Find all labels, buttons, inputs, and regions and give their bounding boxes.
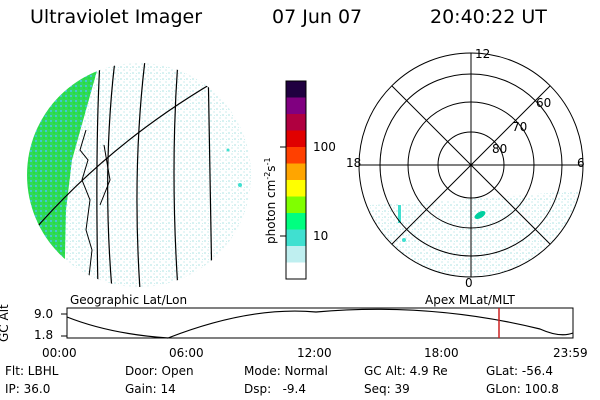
info-seq: Seq: 39 [364,382,410,396]
mlt-label-0: 0 [465,276,473,290]
colorbar-segment [286,163,306,181]
timeline-xtick-2359: 23:59 [553,346,588,360]
colorbar-tick-10: 10 [313,229,329,243]
lat-label-60: 60 [536,96,552,110]
timeline-ytick-9: 9.0 [34,307,54,321]
info-ip: IP: 36.0 [5,382,51,396]
timeline-xtick-0600: 06:00 [169,346,204,360]
header-date: 07 Jun 07 [272,6,363,28]
info-gain: Gain: 14 [125,382,176,396]
info-mode: Mode: Normal [244,364,328,378]
colorbar-segment [286,180,306,197]
info-dsp: Dsp: -9.4 [244,382,307,396]
info-flt: Flt: LBHL [5,364,59,378]
header-time: 20:40:22 UT [430,6,547,28]
colorbar-segment [286,81,306,98]
geographic-label: Geographic Lat/Lon [70,293,188,307]
colorbar-tick-100: 100 [313,140,336,154]
colorbar-segment [286,130,306,148]
timeline-xtick-0000: 00:00 [42,346,77,360]
timeline-xtick-1200: 12:00 [297,346,332,360]
lat-label-70: 70 [512,120,528,134]
colorbar-segment [286,114,306,131]
colorbar-segment [286,213,306,230]
info-gc-alt: GC Alt: 4.9 Re [364,364,448,378]
colorbar-segment [286,147,306,164]
lat-label-80: 80 [492,142,508,156]
timeline-ytick-1-8: 1.8 [34,328,54,342]
info-glat: GLat: -56.4 [486,364,553,378]
info-glon: GLon: 100.8 [486,382,559,396]
mlt-label-6: 6 [577,156,585,170]
apex-label: Apex MLat/MLT [425,293,515,307]
colorbar-segment [286,246,306,263]
timeline-y-label: GC Alt [0,304,11,342]
colorbar-segment [286,196,306,214]
mlt-label-12: 12 [475,47,491,61]
timeline-xtick-1800: 18:00 [424,346,459,360]
info-door: Door: Open [125,364,194,378]
mlt-label-18: 18 [346,156,362,170]
imager-title: Ultraviolet Imager [30,6,203,28]
colorbar-segment [286,97,306,115]
colorbar-segment [286,229,306,247]
colorbar-segment [286,262,306,280]
